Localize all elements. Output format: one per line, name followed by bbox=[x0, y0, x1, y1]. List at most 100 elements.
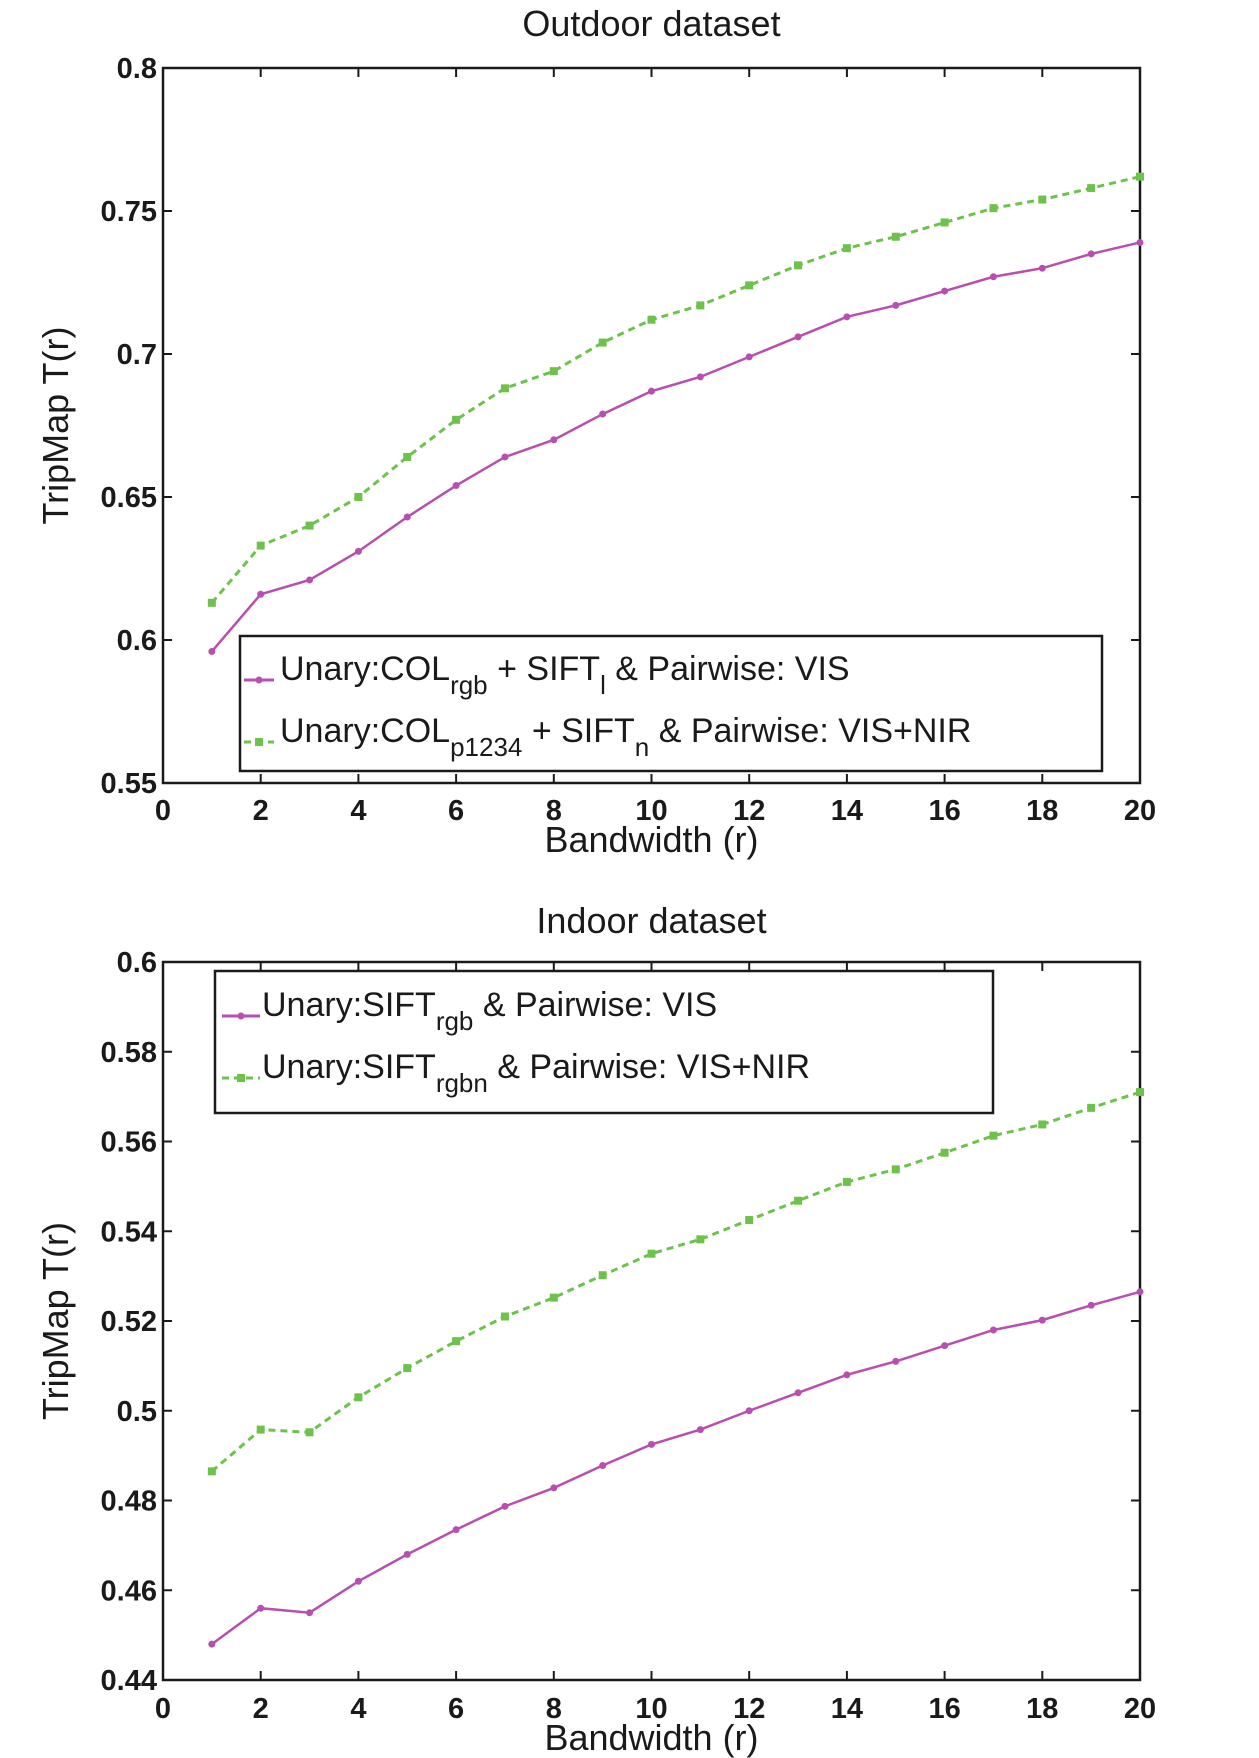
data-point bbox=[305, 521, 314, 530]
legend-text-part: Unary:SIFT bbox=[262, 986, 436, 1024]
legend-label: Unary:SIFTrgb & Pairwise: VIS bbox=[262, 986, 717, 1036]
data-point bbox=[1136, 1088, 1144, 1097]
legend-marker bbox=[237, 1074, 245, 1082]
data-point bbox=[745, 1407, 753, 1415]
data-point bbox=[794, 333, 802, 341]
data-point bbox=[648, 1440, 655, 1448]
data-point bbox=[403, 452, 412, 461]
data-point bbox=[842, 1177, 851, 1186]
legend-text-part: & Pairwise: VIS bbox=[473, 986, 717, 1024]
y-tick-label: 0.56 bbox=[101, 1127, 157, 1159]
x-tick-label: 2 bbox=[253, 1693, 269, 1725]
legend-subscript: n bbox=[635, 732, 649, 762]
chart-title: Outdoor dataset bbox=[522, 3, 780, 44]
data-point bbox=[843, 313, 851, 321]
legend-marker bbox=[237, 1012, 245, 1020]
data-point bbox=[648, 387, 655, 395]
outdoor-chart: Outdoor dataset 0 2 4 6 8 10 12 14 16 18 20 0.55 0.6 0… bbox=[35, 3, 1156, 860]
y-tick-label: 0.6 bbox=[117, 625, 157, 657]
data-point bbox=[696, 373, 704, 381]
y-tick-label: 0.58 bbox=[101, 1037, 157, 1069]
x-tick-label: 6 bbox=[448, 1693, 464, 1725]
x-tick-label: 0 bbox=[155, 795, 171, 827]
series-line bbox=[210, 175, 1141, 604]
y-axis-label: TripMap T(r) bbox=[35, 327, 76, 525]
data-point bbox=[549, 367, 558, 376]
data-point bbox=[500, 1312, 509, 1321]
legend-label: Unary:COLp1234 + SIFTn & Pairwise: VIS+N… bbox=[280, 712, 971, 762]
data-point bbox=[305, 1428, 314, 1437]
data-point bbox=[354, 1577, 362, 1585]
x-tick-label: 8 bbox=[546, 1693, 562, 1725]
legend-marker bbox=[255, 738, 263, 746]
data-point bbox=[696, 1235, 705, 1244]
data-point bbox=[550, 1484, 558, 1492]
y-tick-label: 0.44 bbox=[101, 1665, 157, 1697]
data-point bbox=[745, 353, 753, 361]
legend-subscript: rgb bbox=[436, 1006, 474, 1036]
series-line bbox=[210, 241, 1141, 653]
data-point bbox=[647, 315, 656, 324]
legend-box bbox=[213, 969, 995, 1115]
y-tick-label: 0.5 bbox=[117, 1396, 157, 1428]
data-point bbox=[1087, 1103, 1096, 1112]
data-point bbox=[891, 232, 900, 241]
legend-text-part: & Pairwise: VIS+NIR bbox=[488, 1048, 810, 1086]
data-point bbox=[745, 1216, 754, 1225]
y-tick-label: 0.54 bbox=[101, 1216, 157, 1248]
data-point bbox=[452, 1337, 461, 1346]
x-tick-label: 14 bbox=[831, 1693, 863, 1725]
x-tick-label: 16 bbox=[928, 1693, 960, 1725]
data-point bbox=[354, 547, 362, 555]
legend-label: Unary:SIFTrgbn & Pairwise: VIS+NIR bbox=[262, 1048, 810, 1098]
data-point bbox=[599, 1461, 607, 1469]
data-point bbox=[1038, 264, 1046, 272]
data-point bbox=[452, 415, 461, 424]
data-point bbox=[500, 384, 509, 393]
data-point bbox=[403, 1364, 412, 1373]
data-point bbox=[599, 410, 607, 418]
data-point bbox=[892, 1357, 900, 1365]
data-point bbox=[794, 1196, 803, 1205]
data-point bbox=[989, 273, 997, 281]
data-point bbox=[1087, 184, 1096, 193]
y-tick-label: 0.52 bbox=[101, 1306, 157, 1338]
data-point bbox=[207, 1467, 216, 1476]
data-point bbox=[256, 1425, 265, 1434]
legend-text-part: Unary:COL bbox=[280, 712, 450, 750]
legend-text-part: + SIFT bbox=[522, 712, 634, 750]
data-point bbox=[1038, 195, 1047, 204]
data-point bbox=[256, 541, 265, 550]
data-point bbox=[1038, 1120, 1047, 1129]
data-point bbox=[354, 1393, 363, 1402]
data-point bbox=[843, 1371, 851, 1379]
data-point bbox=[354, 493, 363, 501]
data-point bbox=[1087, 250, 1095, 258]
data-point bbox=[1087, 1301, 1095, 1309]
y-tick-label: 0.75 bbox=[101, 196, 157, 228]
data-point bbox=[794, 261, 803, 270]
data-point bbox=[208, 1640, 216, 1648]
data-point bbox=[941, 287, 949, 295]
data-point bbox=[1136, 1288, 1144, 1296]
legend-subscript: rgbn bbox=[436, 1068, 488, 1098]
legend-marker bbox=[255, 676, 263, 684]
legend-text-part: Unary:SIFT bbox=[262, 1048, 436, 1086]
data-point bbox=[1136, 238, 1144, 246]
x-tick-label: 10 bbox=[635, 795, 667, 827]
data-point bbox=[501, 1502, 509, 1510]
legend-subscript: p1234 bbox=[450, 732, 522, 762]
data-point bbox=[452, 1526, 460, 1534]
x-tick-label: 18 bbox=[1026, 795, 1058, 827]
y-tick-label: 0.8 bbox=[117, 53, 157, 85]
data-point bbox=[257, 1604, 265, 1612]
x-axis-label: Bandwidth (r) bbox=[544, 819, 758, 860]
data-point bbox=[696, 301, 705, 310]
legend-label: Unary:COLrgb + SIFTl & Pairwise: VIS bbox=[280, 650, 850, 700]
data-point bbox=[941, 1342, 949, 1350]
chart-title: Indoor dataset bbox=[536, 900, 766, 941]
x-tick-label: 18 bbox=[1026, 1693, 1058, 1725]
data-point bbox=[842, 244, 851, 253]
data-point bbox=[647, 1249, 656, 1258]
